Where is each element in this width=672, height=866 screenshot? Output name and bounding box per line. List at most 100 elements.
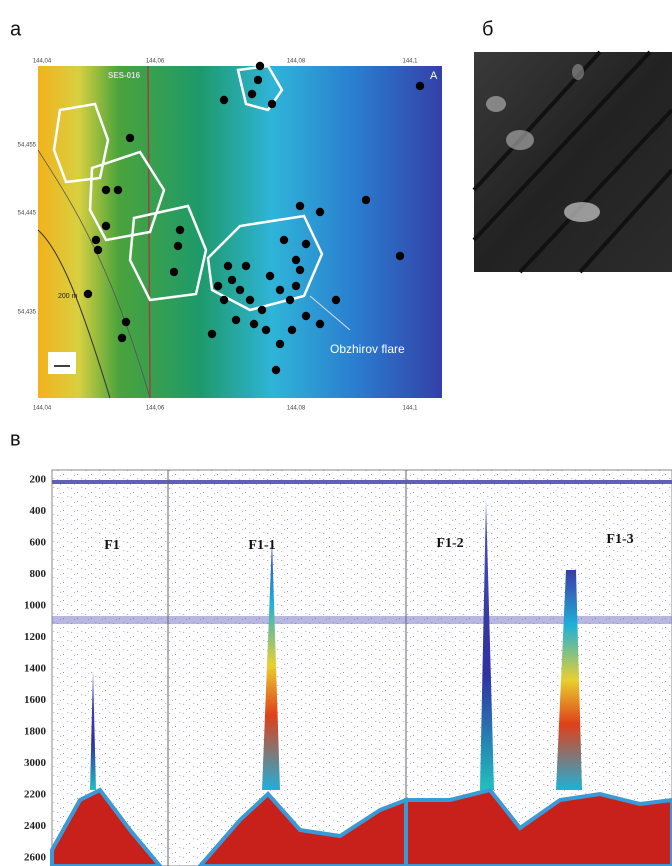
sample-sites [83, 61, 425, 375]
depth-ticks: 200 400 600 800 1000 1200 1400 1600 1800 3000 2200… [24, 474, 47, 864]
flare-plume [90, 670, 96, 790]
bathymetry [38, 66, 442, 398]
sonar-spot [572, 64, 584, 80]
y-tick-label: 54,445 [18, 211, 37, 217]
sonar-track [472, 50, 672, 274]
sample-site [361, 195, 371, 205]
annotation: A [430, 70, 438, 82]
y-tick-label: 54,435 [18, 310, 37, 316]
sample-site [125, 133, 135, 143]
sample-site [275, 285, 285, 295]
depth-label: 1000 [24, 600, 47, 612]
flare-plume [262, 540, 280, 790]
sample-site [235, 285, 245, 295]
flare-label: F1-3 [606, 532, 633, 547]
sample-site [249, 319, 259, 329]
sample-site [415, 81, 425, 91]
x-tick-label: 144,1 [402, 59, 418, 65]
annotation: SES-016 [108, 71, 141, 80]
depth-label: 2600 [24, 852, 47, 864]
sample-site [295, 201, 305, 211]
surface-band [52, 480, 672, 484]
flare-plume [556, 570, 582, 790]
depth-label: 1200 [24, 631, 47, 643]
sample-site [257, 305, 267, 315]
flare-plume [480, 500, 494, 790]
sample-site [219, 95, 229, 105]
sample-site [175, 225, 185, 235]
depth-label: 2400 [24, 820, 47, 832]
echogram [50, 469, 672, 866]
sample-site [231, 315, 241, 325]
panel-label: а [10, 18, 22, 40]
sample-site [265, 271, 275, 281]
sample-site [207, 329, 217, 339]
sample-site [227, 275, 237, 285]
outline [88, 150, 166, 242]
sample-site [291, 281, 301, 291]
sample-site [245, 295, 255, 305]
sample-site [315, 319, 325, 329]
sample-site [253, 75, 263, 85]
sample-site [117, 333, 127, 343]
sample-site [301, 311, 311, 321]
x-tick-label: 144,08 [287, 59, 306, 65]
sample-site [301, 239, 311, 249]
sonar-spot [486, 96, 506, 112]
sample-site [395, 251, 405, 261]
flare-label: F1 [104, 538, 120, 553]
sonar-spot [506, 130, 534, 150]
scale-box [48, 352, 76, 374]
seafloor [50, 787, 163, 866]
scatter-layer [52, 616, 672, 624]
sonar-spot [564, 202, 600, 222]
sonar-image [472, 50, 672, 274]
x-tick-label: 144,06 [146, 59, 165, 65]
sonar-background [474, 52, 672, 272]
sample-site [101, 185, 111, 195]
seafloor [404, 787, 672, 866]
flare-labels: F1 F1-1 F1-2 F1-3 [104, 532, 633, 553]
x-tick-label: 144,08 [287, 406, 306, 412]
sample-site [287, 325, 297, 335]
y-tick-label: 54,455 [18, 143, 37, 149]
sample-site [241, 261, 251, 271]
x-tick-label: 144,04 [33, 406, 52, 412]
sample-site [121, 317, 131, 327]
depth-label: 600 [30, 537, 47, 549]
sample-site [261, 325, 271, 335]
sample-site [271, 365, 281, 375]
sample-site [223, 261, 233, 271]
outline [52, 102, 110, 184]
sample-site [247, 89, 257, 99]
sample-site [291, 255, 301, 265]
sample-site [219, 295, 229, 305]
annotation: Obzhirov flare [330, 342, 405, 356]
sample-site [331, 295, 341, 305]
sample-site [93, 245, 103, 255]
sample-site [275, 339, 285, 349]
sample-site [91, 235, 101, 245]
depth-label: 1600 [24, 694, 47, 706]
sample-site [113, 185, 123, 195]
leader [309, 295, 351, 331]
contour [37, 149, 151, 399]
flare-label: F1-2 [436, 536, 463, 551]
sample-site [173, 241, 183, 251]
depth-label: 200 [30, 474, 47, 486]
outline [128, 204, 208, 302]
depth-label: 2200 [24, 789, 47, 801]
x-tick-label: 144,04 [33, 59, 52, 65]
map: SES-016 A 200 m Obzhirov flare [37, 61, 442, 399]
sample-site [169, 267, 179, 277]
sample-site [285, 295, 295, 305]
x-tick-label: 144,06 [146, 406, 165, 412]
contour [37, 229, 111, 399]
sample-site [213, 281, 223, 291]
sample-site [101, 221, 111, 231]
annotation: 200 m [58, 293, 78, 300]
sample-site [83, 289, 93, 299]
map-ticks: 144,04 144,06 144,08 144,1 144,04 144,06 144,0… [18, 59, 419, 412]
sample-site [267, 99, 277, 109]
depth-label: 3000 [24, 757, 47, 769]
